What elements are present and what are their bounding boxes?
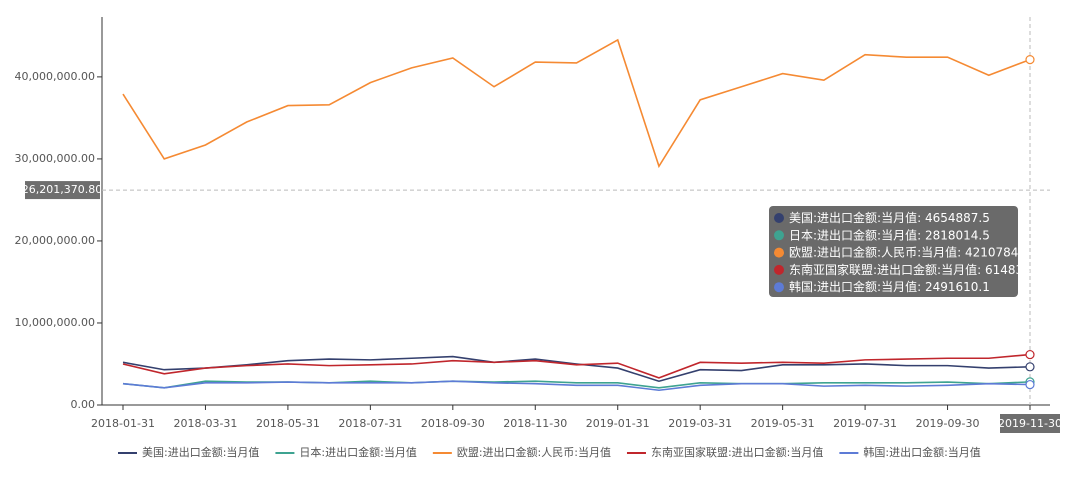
x-tick-label: 2019-03-31 <box>668 417 732 430</box>
tooltip-swatch <box>774 282 784 293</box>
x-tick-label: 2019-07-31 <box>833 417 897 430</box>
crosshair-label-bg <box>25 181 100 200</box>
tooltip-item: 韩国:进出口金额:当月值: 2491610.1 <box>789 279 990 294</box>
tooltip-item: 日本:进出口金额:当月值: 2818014.5 <box>789 227 990 242</box>
y-tick-label: 30,000,000.00 <box>15 152 95 165</box>
tooltip-name: 欧盟:进出口金额:人民币:当月值 <box>789 244 957 259</box>
tooltip-sep: : <box>917 228 925 242</box>
tooltip-value: 2818014.5 <box>925 228 990 242</box>
tooltip-sep: : <box>917 280 925 294</box>
x-tick-label: 2019-09-30 <box>916 417 980 430</box>
crosshair-label: 26,201,370.80 <box>22 183 102 196</box>
legend-label: 美国:进出口金额:当月值 <box>142 445 259 459</box>
tooltip-bg <box>769 206 1018 297</box>
x-tick-label: 2018-05-31 <box>256 417 320 430</box>
x-tick-label: 2018-09-30 <box>421 417 485 430</box>
x-tick-label: 2019-05-31 <box>751 417 815 430</box>
tooltip-name: 日本:进出口金额:当月值 <box>789 227 917 242</box>
hover-point <box>1025 379 1035 390</box>
tooltip: 美国:进出口金额:当月值: 4654887.5 日本:进出口金额:当月值: 281… <box>769 206 1038 297</box>
x-pointer-label: 2019-11-30 <box>998 417 1062 430</box>
y-tick-label: 20,000,000.00 <box>15 234 95 247</box>
x-tick-label: 2018-03-31 <box>173 417 237 430</box>
legend-label: 欧盟:进出口金额:人民币:当月值 <box>457 445 611 459</box>
tooltip-swatch <box>774 247 784 258</box>
series-line <box>122 38 1031 169</box>
tooltip-item: 东南亚国家联盟:进出口金额:当月值: 6148334 <box>789 261 1038 276</box>
tooltip-value: 6148334 <box>985 262 1038 276</box>
tooltip-sep: : <box>957 245 965 259</box>
y-tick-label: 0.00 <box>71 398 96 411</box>
tooltip-name: 东南亚国家联盟:进出口金额:当月值 <box>789 261 977 276</box>
tooltip-item: 欧盟:进出口金额:人民币:当月值: 42107840 <box>789 244 1026 259</box>
legend-label: 日本:进出口金额:当月值 <box>299 445 416 459</box>
series-line <box>122 355 1031 383</box>
hover-point <box>1025 349 1035 360</box>
tooltip-name: 美国:进出口金额:当月值 <box>789 210 917 225</box>
tooltip-value: 2491610.1 <box>925 280 990 294</box>
tooltip-name: 韩国:进出口金额:当月值 <box>789 279 917 294</box>
series-line <box>122 380 1031 392</box>
x-tick-label: 2019-01-31 <box>586 417 650 430</box>
series-line <box>122 353 1031 379</box>
tooltip-item: 美国:进出口金额:当月值: 4654887.5 <box>789 210 990 225</box>
hover-point <box>1025 362 1035 372</box>
tooltip-swatch <box>774 230 784 241</box>
x-tick-label: 2018-07-31 <box>338 417 402 430</box>
x-tick-label: 2018-11-30 <box>503 417 567 430</box>
tooltip-value: 42107840 <box>965 245 1026 259</box>
hover-point <box>1025 54 1035 65</box>
x-tick-label: 2018-01-31 <box>91 417 155 430</box>
legend-label: 东南亚国家联盟:进出口金额:当月值 <box>651 445 823 459</box>
y-tick-label: 10,000,000.00 <box>15 316 95 329</box>
tooltip-sep: : <box>977 262 985 276</box>
tooltip-swatch <box>774 264 784 275</box>
y-tick-label: 40,000,000.00 <box>15 70 95 83</box>
tooltip-sep: : <box>917 211 925 225</box>
tooltip-swatch <box>774 213 784 223</box>
tooltip-value: 4654887.5 <box>925 211 990 225</box>
x-pointer-label-bg <box>1000 414 1060 433</box>
legend-label: 韩国:进出口金额:当月值 <box>863 445 980 459</box>
